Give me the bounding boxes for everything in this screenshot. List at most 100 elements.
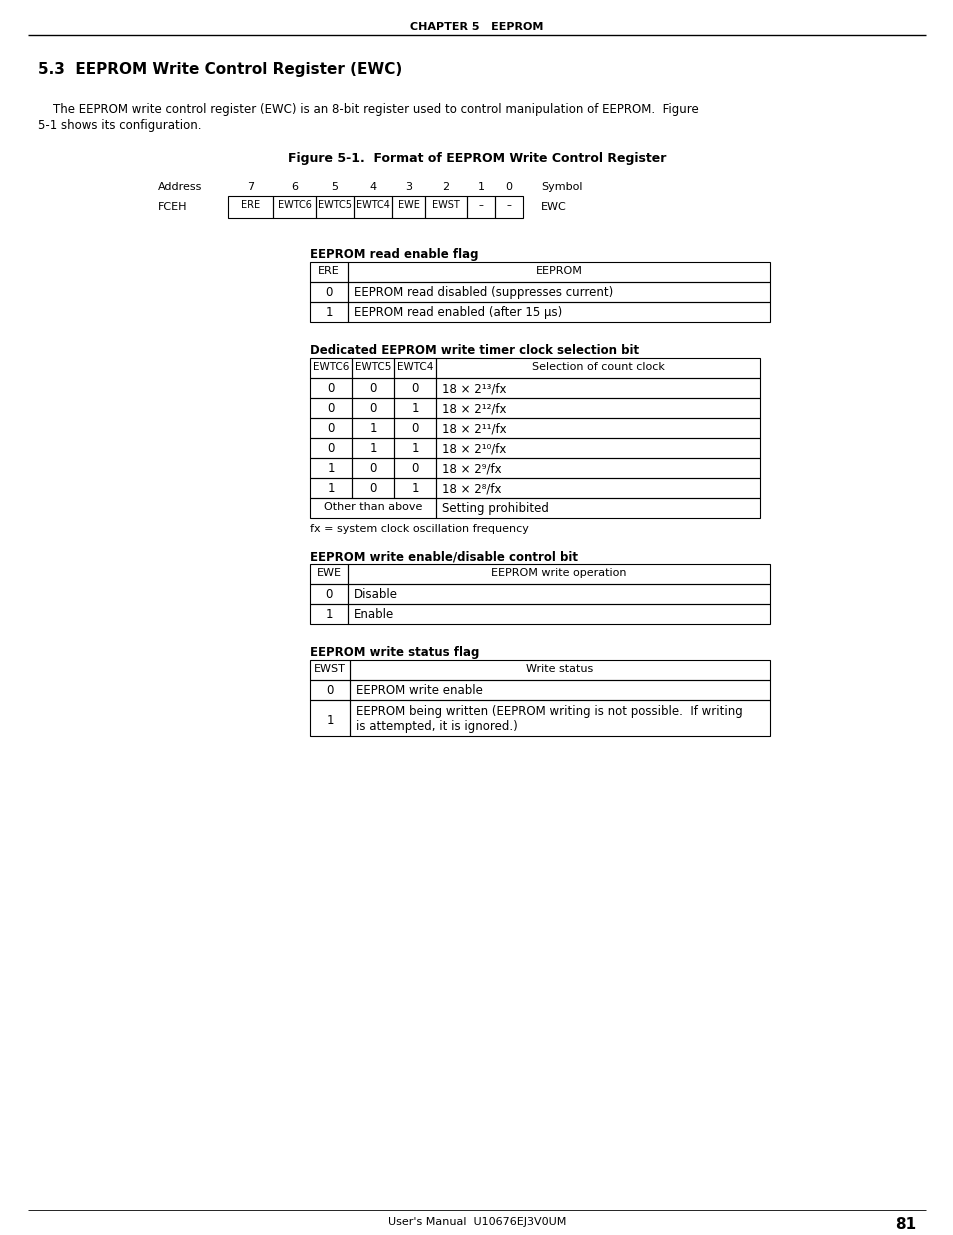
Bar (350, 700, 769, 736)
Text: 3: 3 (405, 182, 412, 191)
Text: The EEPROM write control register (EWC) is an 8-bit register used to control man: The EEPROM write control register (EWC) … (38, 103, 698, 116)
Text: fx = system clock oscillation frequency: fx = system clock oscillation frequency (310, 524, 528, 534)
Bar (310, 584, 348, 604)
Bar (436, 398, 760, 417)
Bar (436, 378, 760, 398)
Text: 0: 0 (369, 482, 376, 495)
Text: 18 × 2⁸/fx: 18 × 2⁸/fx (441, 482, 501, 495)
Bar (348, 564, 769, 584)
Text: Address: Address (158, 182, 202, 191)
Bar (310, 680, 350, 700)
Text: Figure 5-1.  Format of EEPROM Write Control Register: Figure 5-1. Format of EEPROM Write Contr… (288, 152, 665, 165)
Bar (394, 378, 436, 398)
Text: EWTC5: EWTC5 (355, 362, 391, 372)
Text: User's Manual  U10676EJ3V0UM: User's Manual U10676EJ3V0UM (388, 1216, 565, 1228)
Text: 18 × 2¹⁰/fx: 18 × 2¹⁰/fx (441, 442, 506, 454)
Text: Dedicated EEPROM write timer clock selection bit: Dedicated EEPROM write timer clock selec… (310, 345, 639, 357)
Bar (310, 262, 348, 282)
Bar (348, 584, 769, 604)
Text: 0: 0 (505, 182, 512, 191)
Text: 5-1 shows its configuration.: 5-1 shows its configuration. (38, 119, 201, 132)
Bar (394, 478, 436, 498)
Text: 7: 7 (247, 182, 253, 191)
Bar (394, 398, 436, 417)
Text: 18 × 2¹¹/fx: 18 × 2¹¹/fx (441, 422, 506, 435)
Text: 1: 1 (326, 714, 334, 727)
Text: 0: 0 (327, 442, 335, 454)
Text: 0: 0 (327, 403, 335, 415)
Text: 6: 6 (291, 182, 297, 191)
Bar (310, 438, 352, 458)
Text: EEPROM write enable: EEPROM write enable (355, 684, 482, 697)
Text: EWTC6: EWTC6 (313, 362, 349, 372)
Bar (348, 604, 769, 624)
Text: 0: 0 (326, 684, 334, 697)
Bar (310, 378, 352, 398)
Text: ERE: ERE (317, 266, 339, 275)
Text: 1: 1 (369, 422, 376, 435)
Bar (310, 700, 350, 736)
Text: 18 × 2¹³/fx: 18 × 2¹³/fx (441, 382, 506, 395)
Bar (310, 358, 352, 378)
Text: 5: 5 (331, 182, 338, 191)
Text: Other than above: Other than above (323, 501, 422, 513)
Text: EEPROM read disabled (suppresses current): EEPROM read disabled (suppresses current… (354, 287, 613, 299)
Text: EWTC4: EWTC4 (396, 362, 433, 372)
Text: EEPROM being written (EEPROM writing is not possible.  If writing: EEPROM being written (EEPROM writing is … (355, 705, 742, 718)
Text: 0: 0 (411, 422, 418, 435)
Text: 0: 0 (327, 382, 335, 395)
Bar (352, 417, 394, 438)
Text: 0: 0 (411, 462, 418, 475)
Bar (436, 438, 760, 458)
Bar (436, 498, 760, 517)
Bar (352, 438, 394, 458)
Bar (495, 196, 522, 219)
Text: 1: 1 (325, 306, 333, 319)
Text: Setting prohibited: Setting prohibited (441, 501, 548, 515)
Text: 0: 0 (327, 422, 335, 435)
Bar (348, 282, 769, 303)
Bar (436, 458, 760, 478)
Bar (310, 417, 352, 438)
Bar (310, 564, 348, 584)
Text: 18 × 2¹²/fx: 18 × 2¹²/fx (441, 403, 506, 415)
Text: 1: 1 (411, 482, 418, 495)
Bar (310, 282, 348, 303)
Bar (350, 680, 769, 700)
Text: Disable: Disable (354, 588, 397, 601)
Bar (273, 196, 315, 219)
Bar (352, 458, 394, 478)
Text: CHAPTER 5   EEPROM: CHAPTER 5 EEPROM (410, 22, 543, 32)
Text: 0: 0 (369, 382, 376, 395)
Text: 2: 2 (442, 182, 449, 191)
Bar (394, 358, 436, 378)
Text: Selection of count clock: Selection of count clock (531, 362, 663, 372)
Text: 0: 0 (325, 287, 333, 299)
Bar (348, 262, 769, 282)
Text: FCEH: FCEH (158, 203, 188, 212)
Text: EEPROM write enable/disable control bit: EEPROM write enable/disable control bit (310, 550, 578, 563)
Bar (310, 398, 352, 417)
Bar (436, 478, 760, 498)
Bar (310, 458, 352, 478)
Text: EEPROM read enabled (after 15 μs): EEPROM read enabled (after 15 μs) (354, 306, 561, 319)
Text: EEPROM write operation: EEPROM write operation (491, 568, 626, 578)
Bar (394, 438, 436, 458)
Bar (310, 659, 350, 680)
Text: EWST: EWST (432, 200, 459, 210)
Bar (315, 196, 354, 219)
Text: 1: 1 (411, 442, 418, 454)
Bar (436, 417, 760, 438)
Text: 1: 1 (477, 182, 484, 191)
Text: EWC: EWC (540, 203, 566, 212)
Bar (467, 196, 495, 219)
Text: Write status: Write status (526, 664, 593, 674)
Text: EWTC5: EWTC5 (317, 200, 352, 210)
Text: EWST: EWST (314, 664, 346, 674)
Bar (352, 378, 394, 398)
Bar (348, 303, 769, 322)
Bar (350, 659, 769, 680)
Text: 0: 0 (325, 588, 333, 601)
Bar (424, 196, 467, 219)
Text: EEPROM read enable flag: EEPROM read enable flag (310, 248, 478, 261)
